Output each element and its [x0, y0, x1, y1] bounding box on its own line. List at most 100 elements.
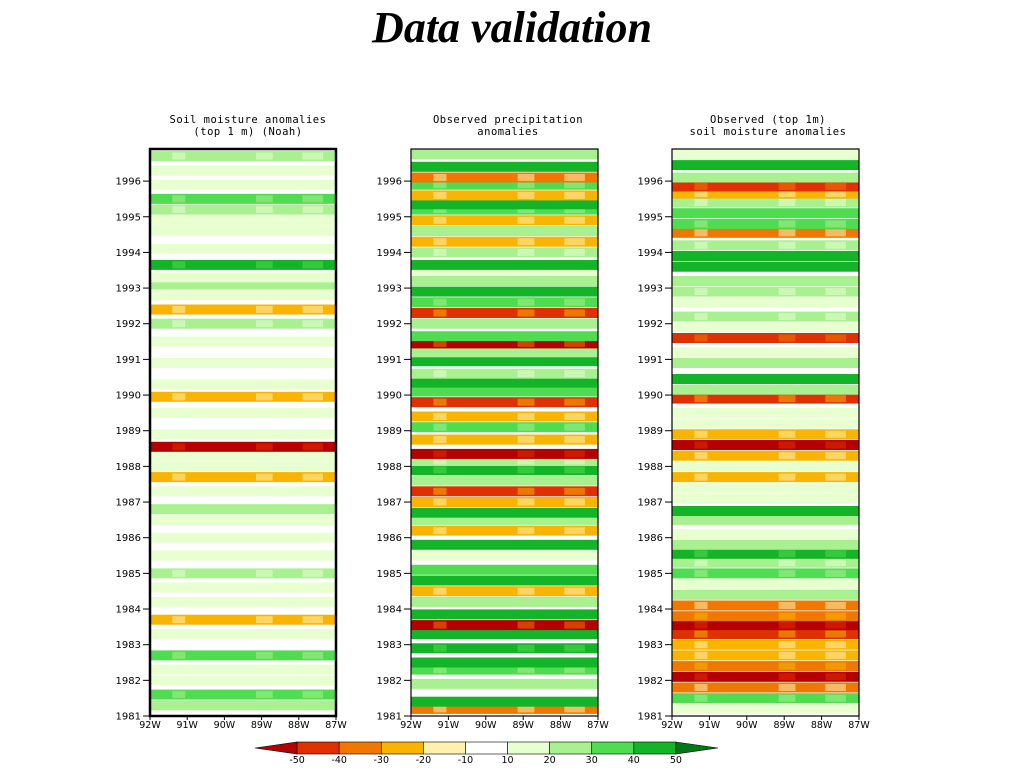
heatmap-cell — [256, 691, 273, 699]
heatmap-cell — [172, 534, 186, 542]
heatmap-cell — [778, 473, 796, 481]
heatmap-band — [150, 514, 336, 525]
y-tick-label: 1990 — [638, 391, 663, 402]
heatmap-band — [411, 507, 598, 518]
heatmap-cell — [517, 348, 535, 356]
heatmap-cell — [825, 495, 846, 502]
heatmap-cell — [302, 306, 323, 313]
heatmap-band — [411, 486, 598, 497]
heatmap-band — [150, 550, 336, 561]
heatmap-cell — [172, 206, 186, 214]
heatmap-cell — [433, 680, 447, 688]
heatmap-cell — [778, 313, 796, 321]
heatmap-cell — [172, 505, 186, 513]
heatmap-band — [411, 678, 598, 689]
heatmap-band — [411, 575, 598, 586]
heatmap-cell — [564, 450, 585, 458]
heatmap-band — [150, 272, 336, 283]
heatmap-cell — [564, 587, 585, 595]
heatmap-cell — [694, 288, 708, 296]
heatmap-cell — [694, 684, 708, 691]
heatmap-band — [150, 165, 336, 176]
heatmap-cell — [433, 659, 447, 666]
plot-frame — [671, 148, 860, 717]
y-tick-label: 1996 — [377, 177, 402, 188]
heatmap-cell — [302, 598, 323, 606]
heatmap-cell — [778, 323, 796, 331]
heatmap-cell — [517, 621, 535, 629]
heatmap-cell — [433, 598, 447, 606]
heatmap-cell — [778, 684, 796, 691]
heatmap-band — [672, 493, 859, 504]
heatmap-cell — [256, 598, 273, 606]
heatmap-panel-noah: 1981 1982 1983 1984 1985 1986 1987 1988 1989 1990… — [116, 147, 347, 731]
heatmap-cell — [825, 452, 846, 460]
heatmap-cell — [433, 277, 447, 285]
heatmap-band — [150, 336, 336, 347]
heatmap-cell — [302, 291, 323, 299]
heatmap-cell — [302, 516, 323, 524]
heatmap-cell — [172, 227, 186, 235]
heatmap-cell — [433, 466, 447, 474]
heatmap-cell — [778, 705, 796, 713]
y-tick-label: 1982 — [638, 676, 663, 687]
heatmap-cell — [433, 200, 447, 208]
heatmap-cell — [778, 541, 796, 549]
heatmap-cell — [172, 216, 186, 224]
heatmap-cell — [778, 591, 796, 599]
heatmap-cell — [564, 680, 585, 688]
heatmap-cell — [302, 487, 323, 495]
heatmap-band — [150, 304, 336, 315]
heatmap-cell — [256, 409, 273, 417]
x-tick-label: 87W — [587, 720, 609, 731]
heatmap-cell — [517, 200, 535, 208]
heatmap-cell — [825, 484, 846, 492]
heatmap-cell — [564, 630, 585, 638]
y-tick-label: 1993 — [116, 284, 141, 295]
heatmap-cell — [517, 288, 535, 296]
y-tick-label: 1991 — [638, 355, 663, 366]
heatmap-band — [672, 149, 859, 160]
heatmap-cell — [694, 409, 708, 417]
heatmap-cell — [778, 662, 796, 670]
heatmap-cell — [433, 457, 447, 465]
heatmap-cell — [564, 261, 585, 269]
heatmap-band — [672, 160, 859, 171]
heatmap-cell — [564, 339, 585, 347]
heatmap-cell — [433, 450, 447, 458]
heatmap-cell — [694, 580, 708, 588]
heatmap-band — [411, 596, 598, 607]
heatmap-band — [411, 236, 598, 247]
heatmap-cell — [302, 206, 323, 214]
heatmap-band — [150, 279, 336, 290]
heatmap-cell — [778, 229, 796, 237]
heatmap-cell — [302, 273, 323, 281]
heatmap-band — [411, 539, 598, 550]
panel-title-line: Soil moisture anomalies — [169, 114, 327, 126]
heatmap-cell — [517, 644, 535, 652]
heatmap-band — [411, 259, 598, 270]
heatmap-cell — [433, 577, 447, 584]
heatmap-band — [672, 251, 859, 261]
heatmap-cell — [825, 150, 846, 158]
heatmap-band — [150, 151, 336, 162]
heatmap-band — [411, 161, 598, 172]
heatmap-cell — [825, 174, 846, 181]
heatmap-cell — [517, 516, 535, 524]
heatmap-band — [672, 639, 859, 650]
heatmap-band — [672, 539, 859, 550]
heatmap-cell — [564, 163, 585, 171]
heatmap-cell — [433, 621, 447, 629]
heatmap-cell — [517, 370, 535, 378]
heatmap-cell — [694, 263, 708, 271]
heatmap-cell — [302, 443, 323, 451]
heatmap-cell — [172, 195, 186, 203]
x-tick-label: 89W — [773, 720, 795, 731]
heatmap-band — [411, 422, 598, 433]
heatmap-cell — [172, 291, 186, 299]
heatmap-cell — [433, 181, 447, 189]
y-tick-label: 1992 — [116, 319, 141, 330]
heatmap-cell — [694, 495, 708, 502]
heatmap-cell — [825, 673, 846, 681]
heatmap-cell — [302, 195, 323, 203]
